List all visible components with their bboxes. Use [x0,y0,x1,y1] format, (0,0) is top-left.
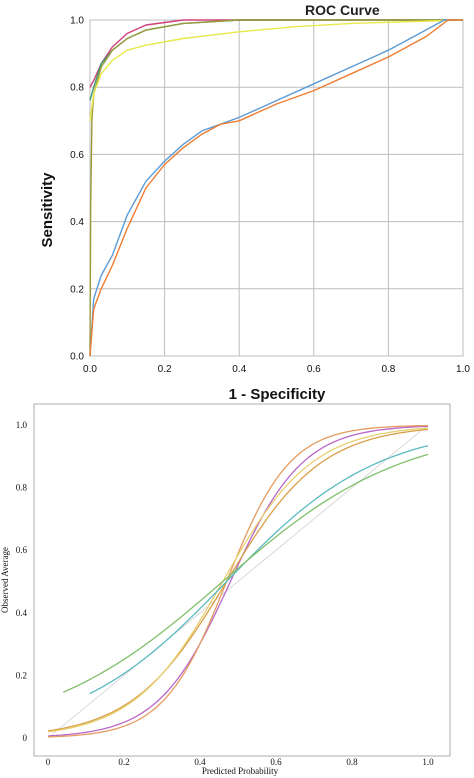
calibration-x-tick-label: 0 [46,757,51,767]
roc-y-tick-label: 0.6 [70,150,84,161]
calibration-y-axis-label: Observed Average [0,547,10,613]
roc-y-tick-label: 0.0 [70,352,84,363]
calibration-series-line-5 [89,445,429,695]
calibration-y-tick-label: 0.6 [16,545,28,555]
roc-y-tick-label: 0.4 [70,217,84,228]
calibration-series-line-3 [47,428,429,732]
roc-y-tick-label: 0.2 [70,284,84,295]
roc-x-ticks: 0.0 0.2 0.4 0.6 0.8 1.0 [83,364,470,375]
calibration-x-tick-label: 0.8 [346,757,358,767]
calibration-x-tick-label: 0.2 [118,757,129,767]
roc-x-axis-label: 1 - Specificity [229,386,326,403]
calibration-diagonal [47,424,429,739]
roc-title: ROC Curve [305,2,380,18]
roc-y-tick-label: 0.8 [70,83,84,94]
calibration-y-tick-label: 1.0 [16,420,28,430]
calibration-chart: 0 0.2 0.4 0.6 0.8 1.0 0 0.2 0.4 0.6 0.8 1.0 Observ… [0,403,451,776]
roc-series-line-1 [89,19,463,88]
calibration-y-ticks: 0 0.2 0.4 0.6 0.8 1.0 [16,420,28,743]
calibration-x-ticks: 0 0.2 0.4 0.6 0.8 1.0 [46,757,434,767]
roc-y-ticks: 0.0 0.2 0.4 0.6 0.8 1.0 [70,16,84,363]
calibration-x-tick-label: 0.4 [194,757,206,767]
calibration-plot-area [33,403,451,757]
roc-y-tick-label: 1.0 [70,16,84,27]
roc-gridlines [90,20,463,356]
calibration-y-tick-label: 0 [23,733,28,743]
roc-x-tick-label: 0.0 [83,364,97,375]
roc-x-tick-label: 0.6 [307,364,321,375]
calibration-series-line-1 [47,425,429,737]
roc-x-tick-label: 0.8 [381,364,395,375]
calibration-x-tick-label: 0.6 [270,757,282,767]
calibration-y-tick-label: 0.4 [16,608,28,618]
roc-y-axis-label: Sensitivity [39,172,56,248]
roc-series-line-4 [89,19,464,121]
calibration-series-line-4 [47,427,429,733]
calibration-series-group [47,424,429,738]
calibration-series-line-6 [62,453,429,693]
calibration-y-tick-label: 0.2 [16,670,27,680]
roc-x-tick-label: 0.2 [158,364,172,375]
calibration-x-tick-label: 1.0 [422,757,434,767]
calibration-x-axis-label: Predicted Probability [202,766,279,776]
calibration-reference-line [47,424,429,739]
calibration-series-line-2 [47,424,429,738]
roc-series-line-5 [89,19,463,357]
roc-chart: 0.0 0.2 0.4 0.6 0.8 1.0 0.0 0.2 0.4 0.6 0.8 1.0 RO… [39,2,470,403]
roc-series-line-6 [89,19,463,357]
roc-x-tick-label: 1.0 [456,364,470,375]
roc-series-line-3 [89,19,463,357]
roc-x-tick-label: 0.4 [232,364,246,375]
roc-plot-area [89,19,464,357]
calibration-y-tick-label: 0.8 [16,483,28,493]
roc-series-group [89,19,464,357]
